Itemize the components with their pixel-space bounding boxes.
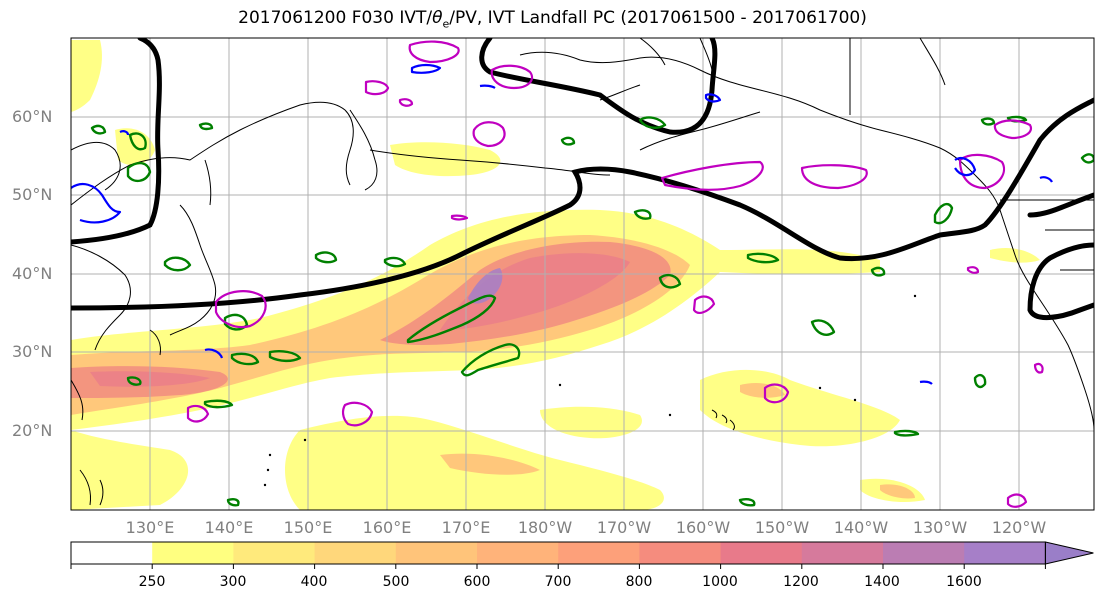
- colorbar-tick-label: 800: [625, 574, 653, 590]
- island-dots: [263, 294, 917, 487]
- lon-label-140e: 140°E: [204, 518, 254, 537]
- lat-label-40n: 40°N: [12, 264, 53, 283]
- colorbar-tick-label: 700: [544, 574, 572, 590]
- map-content: [71, 38, 1094, 510]
- lat-label-30n: 30°N: [12, 342, 53, 361]
- ivt-shading-peak: [468, 268, 503, 304]
- lon-label-180w: 180°W: [517, 518, 573, 537]
- lon-label-170e: 170°E: [441, 518, 491, 537]
- lon-label-120w: 120°W: [991, 518, 1047, 537]
- colorbar-tick-label: 600: [463, 574, 491, 590]
- colorbar-tick-label: 1600: [946, 574, 982, 590]
- colorbar-tick-label: 250: [138, 574, 166, 590]
- theta-e-contours: [90, 115, 1094, 507]
- jet-stream-lines: [71, 38, 1094, 320]
- map-frame: [70, 37, 1095, 511]
- lon-label-170w: 170°W: [596, 518, 652, 537]
- lon-label-160e: 160°E: [362, 518, 412, 537]
- lon-label-150e: 150°E: [283, 518, 333, 537]
- graticule: [71, 38, 1094, 510]
- negative-contours: [71, 63, 1053, 385]
- colorbar-tick-label: 1200: [783, 574, 819, 590]
- lon-label-160w: 160°W: [675, 518, 731, 537]
- colorbar-tick-label: 1000: [702, 574, 738, 590]
- colorbar-tick-label: 400: [300, 574, 328, 590]
- figure-title: 2017061200 F030 IVT/θe/PV, IVT Landfall …: [238, 8, 867, 31]
- colorbar-tick-label: 1400: [864, 574, 900, 590]
- lon-label-140w: 140°W: [833, 518, 889, 537]
- pv-contours: [186, 40, 1044, 508]
- lat-label-20n: 20°N: [12, 421, 53, 440]
- lat-label-50n: 50°N: [12, 185, 53, 204]
- colorbar-tick-label: 300: [219, 574, 247, 590]
- lon-label-130e: 130°E: [125, 518, 175, 537]
- lon-label-150w: 150°W: [754, 518, 810, 537]
- colorbar-tick-label: 500: [382, 574, 410, 590]
- lon-label-130w: 130°W: [912, 518, 968, 537]
- lat-label-60n: 60°N: [12, 107, 53, 126]
